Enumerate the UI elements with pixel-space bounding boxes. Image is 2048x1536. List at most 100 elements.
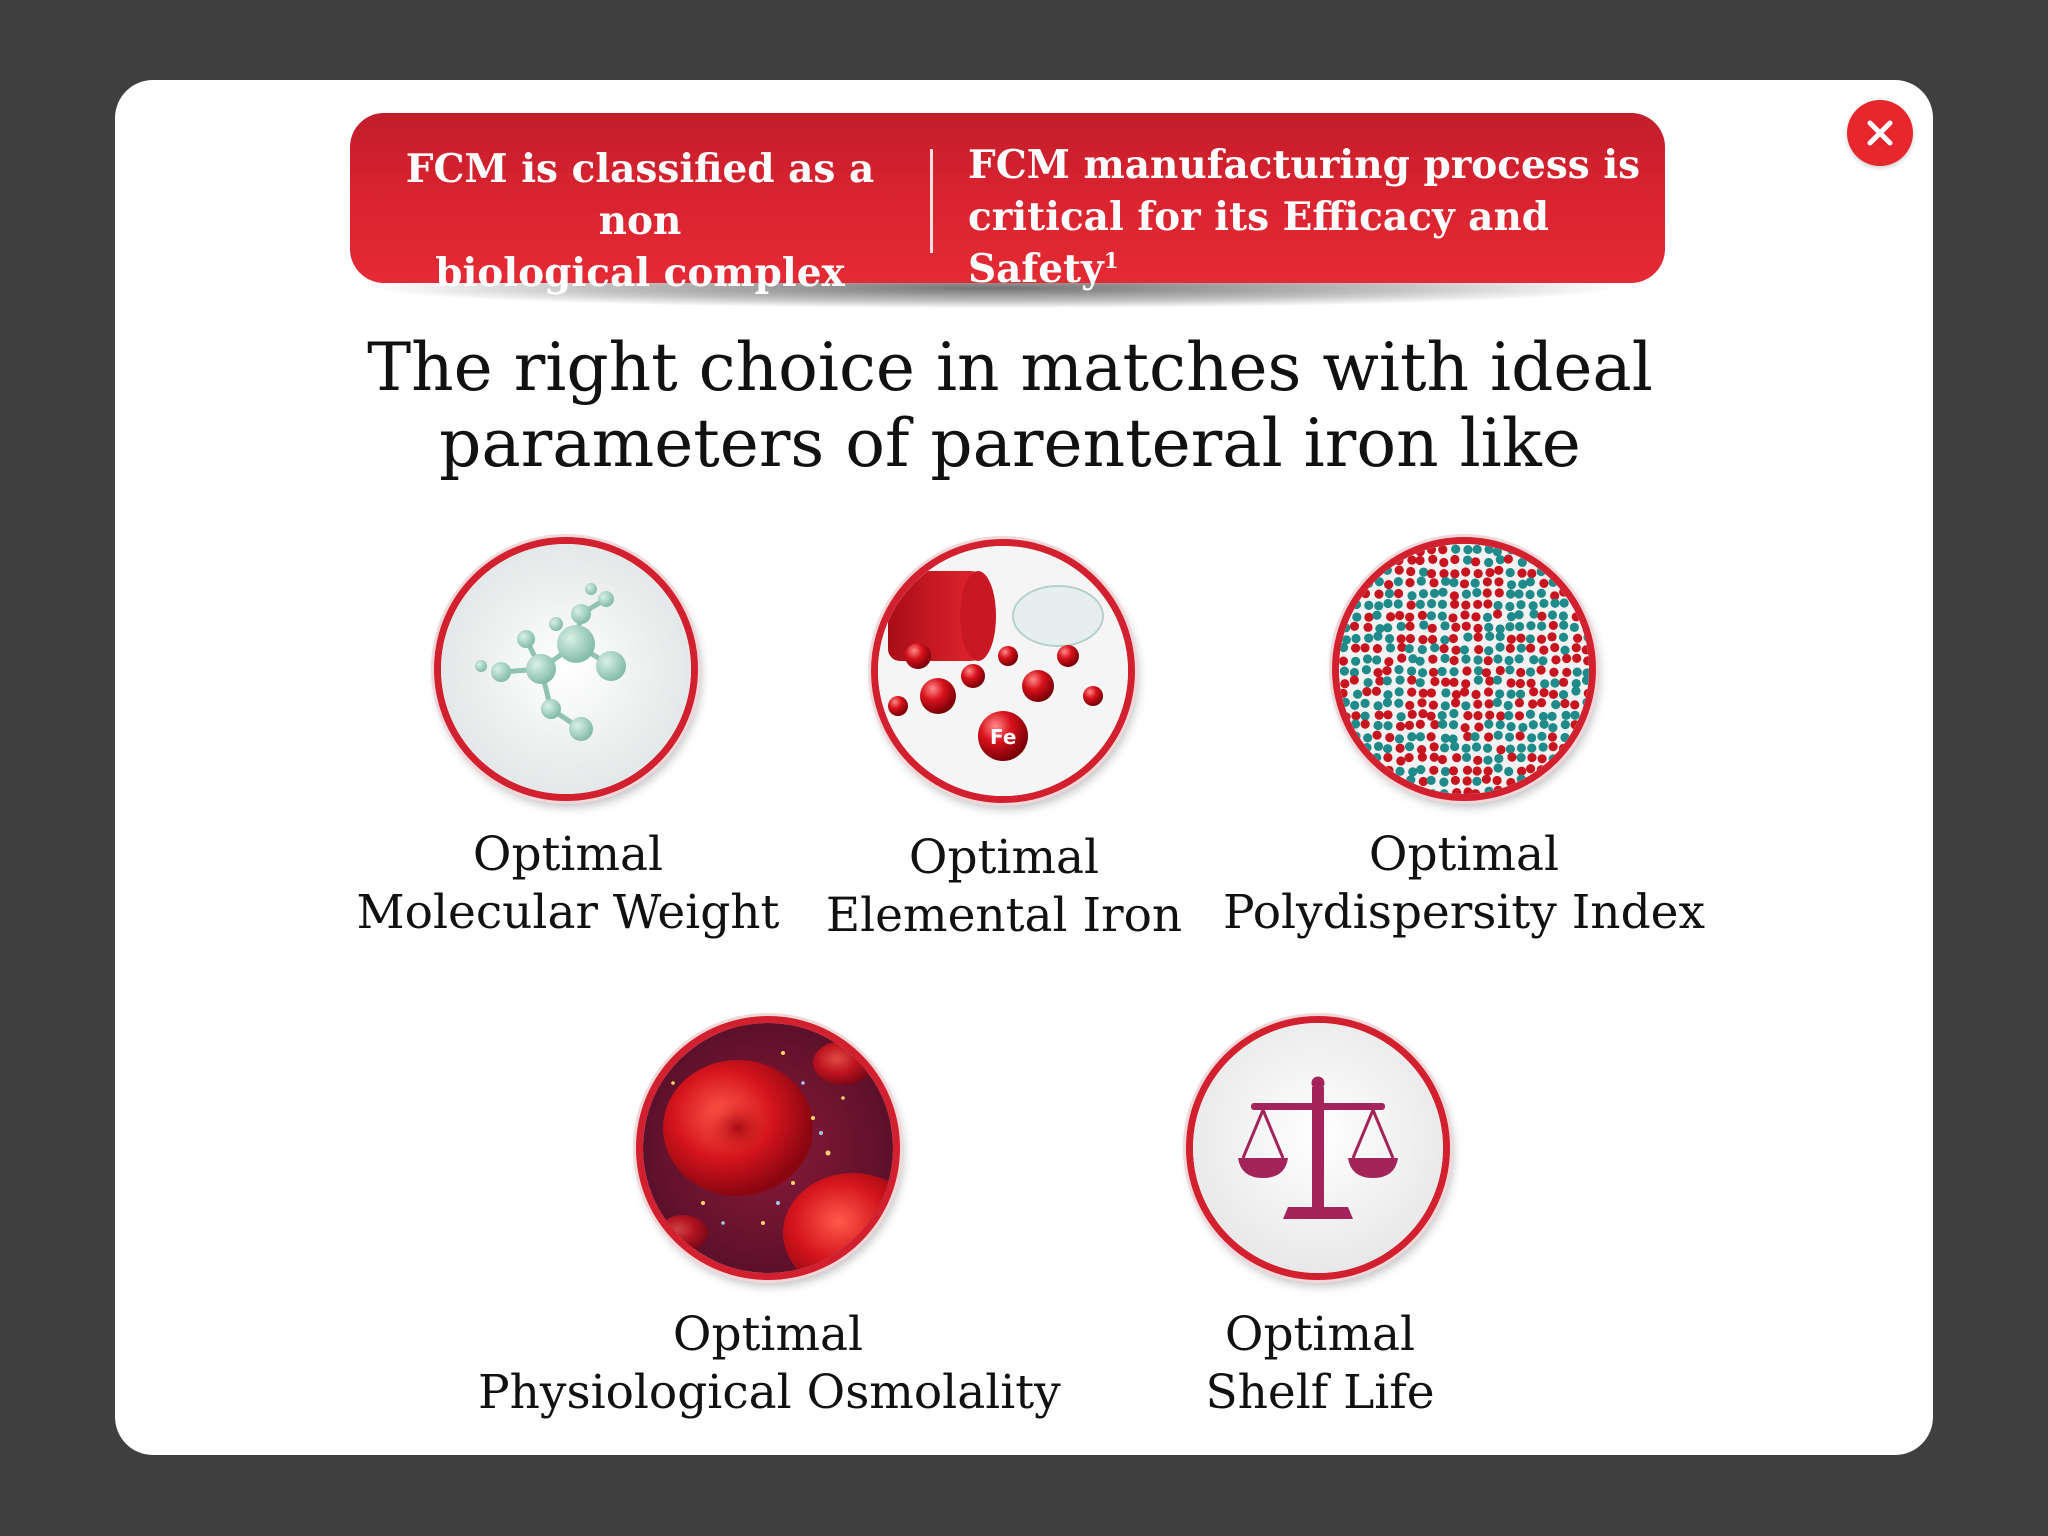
- particle-dot: [1472, 776, 1482, 786]
- particle-dot: [1426, 732, 1436, 742]
- particle-dot: [1538, 544, 1548, 553]
- particle-dot: [1536, 698, 1547, 708]
- particle-dot: [1582, 776, 1589, 786]
- particle-dot: [1417, 610, 1427, 620]
- particle-dot: [1484, 622, 1494, 632]
- particle-dot: [1461, 743, 1471, 753]
- item-4-line2: Physiological Osmolality: [478, 1365, 1061, 1420]
- scales-image: [1186, 1016, 1450, 1280]
- particle-dot: [1538, 554, 1548, 564]
- item-label-elemental-iron: Optimal Elemental Iron: [804, 829, 1204, 945]
- particle-dot: [1527, 788, 1538, 794]
- particle-dot: [1439, 557, 1449, 568]
- particle-dot: [1481, 774, 1491, 784]
- particle-dot: [1558, 689, 1569, 700]
- particle-dot: [1384, 579, 1394, 590]
- particle-dot: [1482, 577, 1492, 587]
- particle-dot: [1582, 591, 1589, 601]
- particle-dot: [1494, 577, 1504, 587]
- particle-dot: [1339, 753, 1349, 764]
- particle-dot: [1473, 666, 1484, 676]
- banner-right-line1: FCM manufacturing process is: [968, 142, 1641, 188]
- particle-dot: [1518, 579, 1528, 589]
- close-button[interactable]: [1847, 100, 1913, 166]
- particle-dot: [1396, 712, 1406, 722]
- particle-dot: [1429, 742, 1439, 752]
- particle-dot: [1395, 743, 1405, 753]
- particle-dot: [1462, 765, 1473, 775]
- banner-left-text: FCM is classified as a non biological co…: [380, 143, 900, 351]
- particle-dot: [1339, 568, 1348, 578]
- particle-dot: [1451, 645, 1461, 655]
- particle-dot: [1504, 766, 1514, 777]
- particle-dot: [1514, 711, 1525, 721]
- particle-dot: [1415, 786, 1425, 794]
- particle-dot: [1426, 598, 1437, 609]
- particle-dot: [1339, 612, 1348, 622]
- particle-dot: [1382, 666, 1392, 676]
- particle-dot: [1374, 601, 1384, 611]
- particle-dot: [1440, 653, 1450, 663]
- particle-dot: [1572, 599, 1582, 609]
- particle-dot: [1517, 787, 1527, 794]
- particle-dot: [1484, 719, 1494, 729]
- particle-dot: [1406, 600, 1416, 610]
- particle-dot: [1516, 774, 1526, 784]
- particle-dot: [1441, 576, 1451, 587]
- particle-dot: [1525, 634, 1535, 644]
- particle-dot: [1506, 612, 1517, 622]
- particle-dot: [1572, 667, 1582, 677]
- particle-dot: [1350, 557, 1360, 567]
- particle-dot: [1516, 643, 1526, 653]
- particle-dot: [1360, 588, 1371, 599]
- particle-dot: [1470, 789, 1481, 794]
- particle-dot: [1339, 557, 1349, 567]
- particle-dot: [1439, 743, 1450, 753]
- particle-dot: [1439, 569, 1449, 579]
- particle-dot: [1504, 655, 1514, 666]
- particle-dot: [1539, 598, 1549, 609]
- particle-dot: [1438, 587, 1448, 597]
- particle-dot: [1584, 709, 1589, 719]
- banner-right-text: FCM manufacturing process is critical fo…: [968, 139, 1658, 295]
- particle-dot: [1504, 710, 1514, 721]
- particle-dot: [1462, 555, 1473, 565]
- particle-dot: [1405, 612, 1415, 622]
- particle-dot: [1450, 599, 1460, 609]
- particle-dot: [1549, 546, 1559, 556]
- particle-dot: [1396, 756, 1406, 766]
- particle-dot: [1417, 698, 1427, 708]
- particle-dot: [1547, 632, 1557, 642]
- particle-dot: [1394, 687, 1404, 697]
- particle-dot: [1482, 743, 1493, 753]
- particle-dot: [1419, 567, 1429, 577]
- particle-dot: [1404, 753, 1414, 763]
- banner-right-line2: critical for its Efficacy and Safety: [968, 194, 1550, 292]
- particle-dot: [1538, 777, 1548, 788]
- particle-dot: [1516, 633, 1526, 643]
- particle-dot: [1339, 731, 1349, 741]
- particle-dot: [1559, 580, 1569, 590]
- particle-dot: [1459, 645, 1469, 655]
- particle-dot: [1548, 776, 1558, 786]
- particle-dot: [1473, 755, 1483, 765]
- particle-dot: [1440, 635, 1450, 645]
- particle-dot: [1505, 665, 1515, 675]
- particle-dot: [1417, 644, 1427, 655]
- particle-dot: [1561, 710, 1571, 720]
- particle-dot: [1582, 600, 1589, 610]
- particle-dot: [1472, 766, 1482, 776]
- particle-dot: [1536, 634, 1547, 644]
- particle-dot: [1461, 679, 1471, 689]
- particle-dot: [1364, 558, 1374, 568]
- particle-dot: [1558, 677, 1569, 687]
- particle-dot: [1385, 732, 1395, 743]
- particle-dot: [1505, 643, 1515, 653]
- particle-dot: [1339, 777, 1349, 787]
- particle-dot: [1339, 722, 1349, 733]
- item-5-line1: Optimal: [1224, 1307, 1416, 1362]
- particle-dot: [1571, 545, 1581, 555]
- particle-dot: [1571, 643, 1581, 653]
- particle-dot: [1406, 566, 1416, 577]
- particle-dot: [1514, 621, 1525, 632]
